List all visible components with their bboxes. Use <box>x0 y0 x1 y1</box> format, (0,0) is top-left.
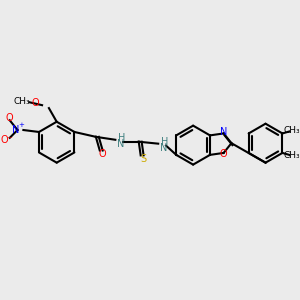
Text: N: N <box>220 128 227 137</box>
Text: O⁻: O⁻ <box>0 135 13 145</box>
Text: N: N <box>12 125 20 135</box>
Text: CH₃: CH₃ <box>284 126 300 135</box>
Text: H: H <box>118 133 126 143</box>
Text: +: + <box>19 122 24 128</box>
Text: S: S <box>140 154 147 164</box>
Text: O: O <box>99 149 106 159</box>
Text: CH₃: CH₃ <box>284 151 300 160</box>
Text: H: H <box>161 137 169 147</box>
Text: CH₃: CH₃ <box>13 97 30 106</box>
Text: N: N <box>160 142 167 153</box>
Text: O: O <box>32 98 39 108</box>
Text: N: N <box>117 139 125 149</box>
Text: O: O <box>6 113 14 123</box>
Text: O: O <box>220 149 227 159</box>
